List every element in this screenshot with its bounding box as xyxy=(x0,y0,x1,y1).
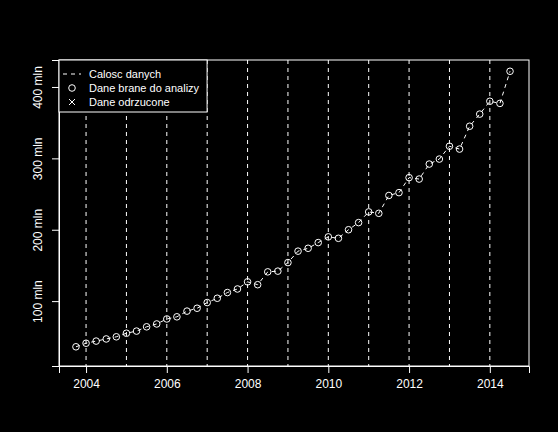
data-point xyxy=(254,281,261,288)
year-line xyxy=(449,60,450,366)
data-line xyxy=(76,71,510,347)
data-point xyxy=(416,176,423,183)
data-point xyxy=(335,235,342,242)
legend-label: Calosc danych xyxy=(89,68,161,80)
data-point xyxy=(214,295,221,302)
x-tick: 2010 xyxy=(315,366,342,391)
x-tick-mark xyxy=(328,366,329,373)
x-tick: 2014 xyxy=(477,366,504,391)
x-tick-label: 2006 xyxy=(154,377,181,391)
background xyxy=(0,0,558,432)
legend-symbol xyxy=(63,74,81,75)
x-tick-mark xyxy=(490,366,491,373)
data-point xyxy=(194,305,201,312)
data-point xyxy=(123,330,130,337)
data-point xyxy=(275,268,282,275)
x-tick-label: 2012 xyxy=(396,377,423,391)
data-point xyxy=(426,161,433,168)
data-point xyxy=(103,336,110,343)
y-tick: 200 mln xyxy=(31,209,59,252)
x-tick: 2004 xyxy=(73,366,100,391)
data-point xyxy=(234,286,241,293)
y-tick-label: 100 mln xyxy=(31,280,45,323)
x-tick-label: 2008 xyxy=(235,377,262,391)
year-line xyxy=(489,60,490,366)
data-point xyxy=(446,143,453,150)
data-point xyxy=(164,316,171,323)
y-axis-line xyxy=(52,61,60,367)
data-point xyxy=(184,308,191,315)
y-tick-mark xyxy=(52,87,59,88)
data-point xyxy=(224,289,231,296)
x-axis: 2004 2006 2008 2010 2012 2014 xyxy=(60,366,530,391)
y-tick: 100 mln xyxy=(31,280,59,323)
legend-symbol xyxy=(69,99,75,105)
plot-frame xyxy=(59,60,529,366)
year-line xyxy=(247,60,248,366)
data-point xyxy=(244,279,251,286)
chart: 2004 2006 2008 2010 2012 2014 100 mln 200 mln 30… xyxy=(0,0,558,432)
legend: Calosc danych Dane brane do analizy Dane o… xyxy=(59,60,207,112)
y-tick-label: 200 mln xyxy=(31,209,45,252)
x-tick: 2006 xyxy=(154,366,181,391)
year-line xyxy=(368,60,369,366)
x-tick: 2008 xyxy=(235,366,262,391)
data-point xyxy=(355,219,362,226)
data-point xyxy=(476,111,483,118)
data-point xyxy=(174,314,181,321)
y-tick-mark xyxy=(52,301,59,302)
data-point xyxy=(325,234,332,241)
data-point xyxy=(73,343,80,350)
year-line xyxy=(409,60,410,366)
data-point xyxy=(406,174,413,181)
legend-label: Dane odrzucone xyxy=(89,96,170,108)
y-tick-label: 300 mln xyxy=(31,138,45,181)
data-point xyxy=(83,340,90,347)
data-point xyxy=(386,192,393,199)
x-tick-label: 2014 xyxy=(477,377,504,391)
year-line xyxy=(328,60,329,366)
y-axis: 100 mln 200 mln 300 mln 400 mln xyxy=(31,61,60,367)
y-tick-label: 400 mln xyxy=(31,66,45,109)
data-point xyxy=(285,259,292,266)
data-point xyxy=(204,299,211,306)
data-point xyxy=(365,209,372,216)
data-point xyxy=(436,156,443,163)
data-point xyxy=(396,189,403,196)
data-point xyxy=(133,328,140,335)
data-point xyxy=(345,226,352,233)
data-point xyxy=(113,334,120,341)
x-tick-label: 2010 xyxy=(315,377,342,391)
x-tick-mark xyxy=(409,366,410,373)
legend-box xyxy=(59,60,207,112)
data-point xyxy=(295,248,302,255)
x-tick-mark xyxy=(248,366,249,373)
data-point xyxy=(487,98,494,105)
y-tick-mark xyxy=(52,230,59,231)
data-point xyxy=(153,321,160,328)
x-tick-label: 2004 xyxy=(73,377,100,391)
x-tick-mark xyxy=(167,366,168,373)
data-point xyxy=(507,68,514,75)
data-point xyxy=(93,338,100,345)
plot-area xyxy=(73,60,514,366)
data-point xyxy=(143,324,150,331)
year-line xyxy=(287,60,288,366)
data-point xyxy=(315,239,322,246)
data-point xyxy=(456,146,463,153)
data-point xyxy=(264,269,271,276)
data-point xyxy=(466,123,473,130)
x-axis-line xyxy=(60,367,530,374)
data-point xyxy=(375,210,382,217)
data-point xyxy=(497,100,504,107)
legend-label: Dane brane do analizy xyxy=(89,82,200,94)
x-tick-mark xyxy=(86,366,87,373)
data-point xyxy=(305,245,312,252)
y-tick-mark xyxy=(52,158,59,159)
y-tick: 300 mln xyxy=(31,138,59,181)
legend-symbol xyxy=(69,85,76,92)
y-tick: 400 mln xyxy=(31,66,59,109)
x-tick: 2012 xyxy=(396,366,423,391)
